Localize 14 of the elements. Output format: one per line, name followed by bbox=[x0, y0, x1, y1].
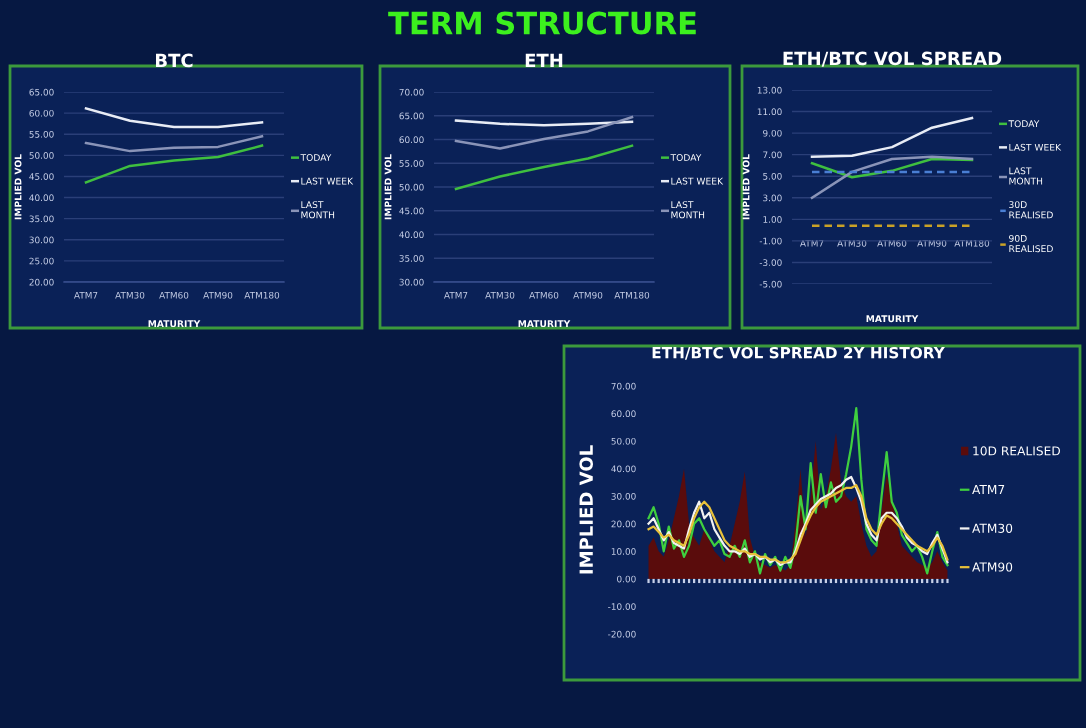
chart-title: ETH bbox=[525, 53, 563, 67]
line-series bbox=[454, 115, 634, 150]
line-series bbox=[647, 406, 949, 575]
line-series bbox=[810, 116, 974, 159]
y-axis-title: IMPLIED VOL bbox=[579, 445, 594, 574]
text: TERM STRUCTURE bbox=[388, 11, 696, 35]
line-series bbox=[84, 144, 264, 184]
line-series bbox=[84, 107, 264, 129]
line-series bbox=[810, 155, 974, 200]
chart-title: ETH/BTC VOL SPREAD bbox=[783, 51, 1002, 67]
line-series bbox=[454, 144, 634, 191]
line-series bbox=[810, 157, 974, 179]
line-series bbox=[84, 135, 264, 153]
chart-title: BTC bbox=[155, 53, 193, 68]
